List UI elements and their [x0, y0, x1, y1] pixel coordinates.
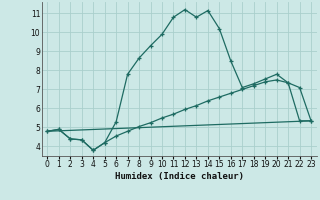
- X-axis label: Humidex (Indice chaleur): Humidex (Indice chaleur): [115, 172, 244, 181]
